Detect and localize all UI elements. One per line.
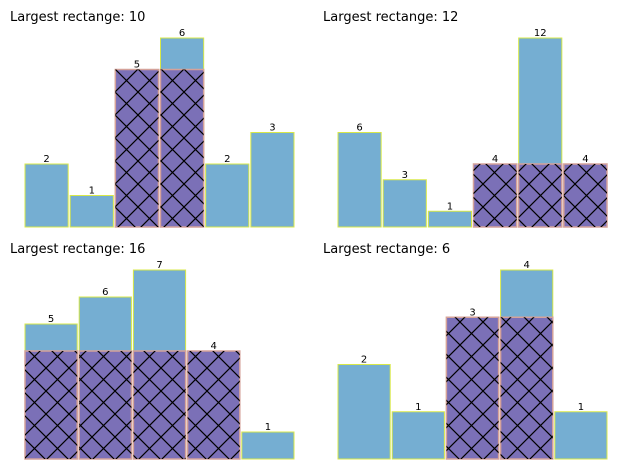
- bar: [205, 163, 250, 228]
- highlight-hatch: [187, 351, 240, 459]
- bar-value-label: 1: [578, 402, 584, 413]
- bar: [391, 411, 445, 460]
- bar: [241, 431, 295, 460]
- panel-1-title: Largest rectange: 10: [10, 10, 145, 25]
- panel-3: Largest rectange: 16 5 6 7 4 1: [10, 242, 295, 460]
- bar-value-label: 4: [211, 341, 217, 352]
- bar: [24, 163, 69, 228]
- highlight-hatch: [563, 164, 607, 227]
- bar: [427, 210, 472, 228]
- panel-3-labels: 5 6 7 4 1: [48, 260, 271, 433]
- bar: [337, 364, 391, 460]
- bar-value-label: 6: [102, 287, 108, 298]
- bar-value-label: 6: [356, 123, 362, 134]
- bar: [382, 179, 427, 228]
- highlight-hatch: [79, 351, 132, 459]
- highlight-hatch: [473, 164, 517, 227]
- bar-value-label: 12: [534, 28, 547, 39]
- panel-2: Largest rectange: 12 6 3 1 4 12 4: [323, 10, 608, 228]
- bar-value-label: 5: [48, 314, 54, 325]
- highlight-hatch: [160, 69, 204, 227]
- panel-4-title: Largest rectange: 6: [323, 242, 450, 257]
- bar: [250, 132, 295, 228]
- bar-value-label: 4: [524, 260, 530, 271]
- bar-value-label: 4: [492, 154, 498, 165]
- bar-value-label: 5: [134, 60, 140, 71]
- bar-value-label: 2: [224, 154, 230, 165]
- bar: [554, 411, 608, 460]
- panel-4-highlight: [445, 316, 554, 460]
- panel-4: Largest rectange: 6 2 1 3 4 1: [323, 242, 608, 460]
- bar: [337, 132, 382, 228]
- highlight-hatch: [518, 164, 562, 227]
- bar: [69, 195, 114, 228]
- panel-3-title: Largest rectange: 16: [10, 242, 145, 257]
- bar-value-label: 2: [361, 355, 367, 366]
- panel-4-labels: 2 1 3 4 1: [361, 260, 584, 413]
- panel-1-labels: 2 1 5 6 2 3: [43, 28, 275, 197]
- panel-1: Largest rectange: 10 2 1 5 6 2 3: [10, 10, 295, 228]
- bar-value-label: 3: [402, 170, 408, 181]
- bar-value-label: 7: [156, 260, 162, 271]
- panel-1-bars: [24, 37, 295, 228]
- highlight-hatch: [115, 69, 159, 227]
- panel-2-labels: 6 3 1 4 12 4: [356, 28, 588, 212]
- bar-value-label: 6: [179, 28, 185, 39]
- bar-value-label: 2: [43, 154, 49, 165]
- highlight-hatch: [500, 317, 553, 459]
- bar-value-label: 4: [582, 154, 588, 165]
- highlight-hatch: [25, 351, 78, 459]
- panel-1-highlight: [114, 68, 205, 228]
- bar-value-label: 1: [447, 201, 453, 212]
- panel-3-highlight: [24, 350, 241, 460]
- panel-2-title: Largest rectange: 12: [323, 10, 458, 25]
- bar-value-label: 3: [269, 123, 275, 134]
- bar-value-label: 1: [415, 402, 421, 413]
- highlight-hatch: [446, 317, 499, 459]
- panel-2-highlight: [472, 163, 608, 228]
- bar-value-label: 3: [469, 307, 475, 318]
- bar-value-label: 1: [265, 422, 271, 433]
- bar-value-label: 1: [89, 186, 95, 197]
- highlight-hatch: [133, 351, 186, 459]
